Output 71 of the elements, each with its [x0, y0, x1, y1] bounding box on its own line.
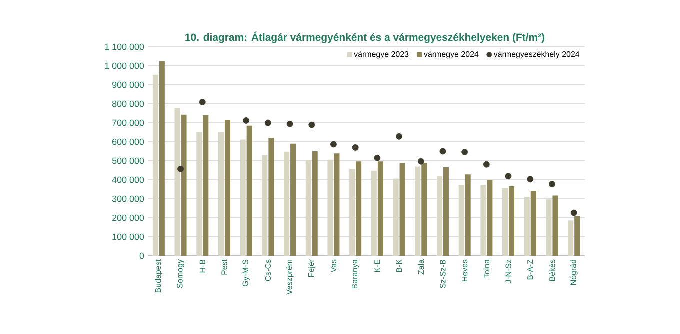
bar [181, 114, 187, 256]
bar [240, 140, 246, 256]
point [570, 210, 578, 216]
point [199, 99, 206, 106]
y-tick-label: 600 000 [112, 138, 144, 146]
point [396, 133, 402, 140]
bar [568, 220, 574, 256]
bar [371, 170, 377, 256]
bar [378, 162, 384, 256]
bar [530, 191, 536, 256]
bar [203, 115, 209, 256]
bar [546, 200, 552, 256]
point [243, 118, 250, 124]
bar [422, 163, 428, 256]
bar [262, 155, 268, 256]
bar [524, 197, 530, 256]
bar [224, 120, 230, 256]
bar [306, 160, 312, 256]
bar [350, 169, 356, 256]
bar [552, 196, 558, 256]
point [462, 149, 468, 156]
bar [487, 180, 493, 256]
bar [290, 144, 296, 256]
bar [502, 188, 508, 256]
bar [400, 163, 406, 256]
bar [196, 132, 202, 256]
bar [356, 162, 362, 256]
point [440, 148, 446, 155]
bar [159, 61, 165, 256]
y-tick-label: 700 000 [112, 120, 144, 126]
point [483, 161, 490, 168]
point [418, 158, 424, 165]
bar [268, 138, 274, 256]
bar [480, 185, 486, 256]
point [330, 141, 337, 148]
point [352, 144, 359, 151]
bar [458, 185, 464, 256]
point [505, 173, 512, 180]
point [549, 181, 556, 188]
chart-title: 10. diagram: Átlagár vármegyénként és a vármegyeszékhelyeken (Ft/m²) [186, 32, 544, 44]
bar [312, 151, 318, 256]
bar [218, 132, 224, 256]
point [264, 120, 272, 126]
bar [328, 160, 334, 256]
point [178, 166, 184, 172]
bar [393, 178, 399, 256]
bar [246, 126, 252, 256]
bar [574, 216, 580, 256]
bar [334, 154, 340, 256]
point [527, 176, 534, 183]
bar [436, 176, 442, 256]
y-tick-label: 900 000 [112, 82, 144, 88]
point [374, 154, 381, 162]
y-tick-label: 100 000 [112, 234, 144, 240]
bar [443, 167, 449, 256]
y-tick-label: 0 [140, 252, 144, 260]
point [286, 120, 294, 128]
bar [152, 74, 158, 256]
y-tick-label: 1 000 000 [105, 62, 144, 70]
bar [465, 174, 471, 256]
y-tick-label: 300 000 [112, 196, 144, 202]
bar [284, 152, 290, 256]
y-tick-label: 1 100 000 [105, 44, 144, 50]
point [308, 122, 316, 128]
y-tick-label: 500 000 [112, 158, 144, 164]
bar [174, 108, 180, 256]
bar [509, 186, 515, 256]
y-tick-label: 200 000 [112, 214, 144, 222]
bar [415, 166, 421, 256]
y-tick-label: 800 000 [112, 100, 144, 108]
y-tick-label: 400 000 [112, 176, 144, 184]
